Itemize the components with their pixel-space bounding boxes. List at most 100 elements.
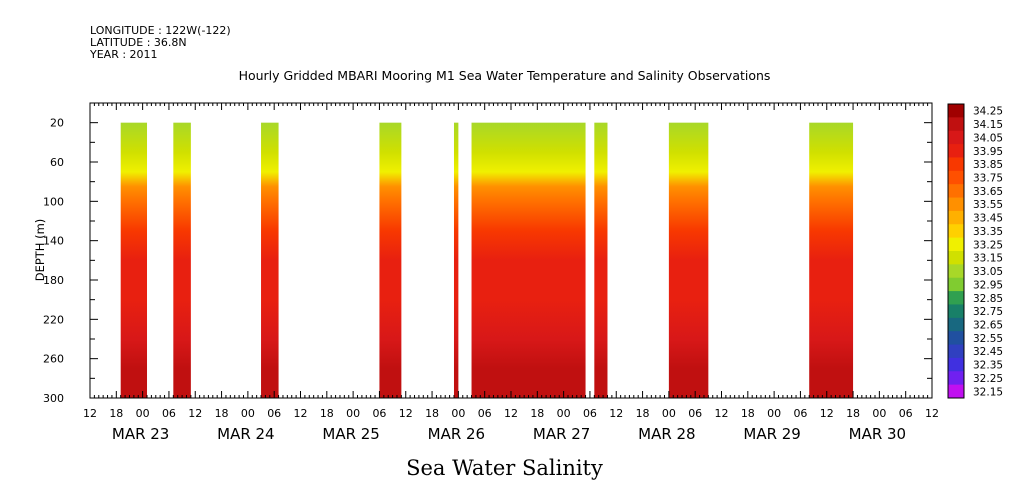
data-segment [453, 122, 459, 399]
y-tick-label: 300 [43, 392, 64, 405]
x-tick-label: 18 [425, 407, 439, 420]
x-tick-label: 06 [162, 407, 176, 420]
colorbar-swatch [948, 277, 964, 292]
colorbar-label: 33.15 [973, 253, 1003, 265]
colorbar-label: 34.15 [973, 119, 1003, 131]
y-tick-label: 260 [43, 353, 64, 366]
y-tick-label: 220 [43, 313, 64, 326]
x-tick-label: 18 [741, 407, 755, 420]
colorbar-label: 32.15 [973, 386, 1003, 398]
x-date-label: MAR 24 [217, 425, 274, 443]
x-tick-label: 12 [820, 407, 834, 420]
x-tick-label: 00 [346, 407, 360, 420]
x-tick-label: 18 [215, 407, 229, 420]
data-layer [120, 122, 854, 399]
colorbar-label: 33.25 [973, 239, 1003, 251]
data-segment [668, 122, 709, 399]
x-date-label: MAR 25 [322, 425, 379, 443]
x-tick-label: 12 [609, 407, 623, 420]
colorbar-swatch [948, 170, 964, 185]
x-tick-label: 06 [267, 407, 281, 420]
x-tick-label: 12 [188, 407, 202, 420]
colorbar-label: 33.05 [973, 266, 1003, 278]
year-label: YEAR : 2011 [90, 48, 158, 61]
data-segment [379, 122, 402, 399]
x-date-label: MAR 30 [849, 425, 906, 443]
x-tick-label: 06 [583, 407, 597, 420]
x-tick-label: 06 [478, 407, 492, 420]
colorbar-swatch [948, 184, 964, 199]
x-tick-label: 12 [83, 407, 97, 420]
x-tick-label: 00 [872, 407, 886, 420]
colorbar-swatch [948, 384, 964, 399]
colorbar-label: 32.95 [973, 279, 1003, 291]
x-date-label: MAR 29 [743, 425, 800, 443]
x-tick-label: 06 [372, 407, 386, 420]
colorbar-swatch [948, 157, 964, 172]
chart-title: Hourly Gridded MBARI Mooring M1 Sea Wate… [238, 68, 771, 83]
x-tick-label: 18 [109, 407, 123, 420]
colorbar-swatch [948, 317, 964, 332]
colorbar-label: 32.65 [973, 320, 1003, 332]
data-segment [471, 122, 586, 399]
x-tick-label: 12 [294, 407, 308, 420]
colorbar-label: 32.25 [973, 373, 1003, 385]
colorbar-label: 33.95 [973, 146, 1003, 158]
x-tick-label: 18 [636, 407, 650, 420]
colorbar-label: 33.55 [973, 199, 1003, 211]
colorbar-swatch [948, 371, 964, 386]
x-tick-label: 00 [241, 407, 255, 420]
x-tick-label: 00 [767, 407, 781, 420]
y-tick-label: 20 [50, 117, 64, 130]
y-tick-label: 140 [43, 235, 64, 248]
colorbar-label: 33.45 [973, 213, 1003, 225]
axis-layer: 20 60 100 140 180 220 260 300 DEPTH (m) 12 18 00 06 1… [33, 102, 939, 443]
x-date-label: MAR 28 [638, 425, 695, 443]
x-tick-label: 12 [925, 407, 939, 420]
x-tick-label: 00 [662, 407, 676, 420]
x-tick-label: 06 [899, 407, 913, 420]
colorbar-swatch [948, 251, 964, 265]
colorbar-label: 34.05 [973, 132, 1003, 144]
colorbar-swatch [948, 144, 964, 158]
colorbar-swatch [948, 357, 964, 372]
colorbar-swatch [948, 130, 964, 145]
colorbar-label: 34.25 [973, 106, 1003, 118]
x-tick-label: 12 [399, 407, 413, 420]
colorbar-label: 33.75 [973, 173, 1003, 185]
longitude-label: LONGITUDE : 122W(-122) [90, 24, 231, 37]
colorbar-swatch [948, 104, 964, 118]
colorbar-label: 33.35 [973, 226, 1003, 238]
y-tick-label: 100 [43, 195, 64, 208]
colorbar-label: 33.65 [973, 186, 1003, 198]
x-tick-label: 12 [504, 407, 518, 420]
x-tick-label: 00 [451, 407, 465, 420]
colorbar-swatch [948, 197, 964, 212]
colorbar-label: 32.45 [973, 346, 1003, 358]
x-tick-label: 18 [320, 407, 334, 420]
x-tick-label: 00 [136, 407, 150, 420]
colorbar-swatch [948, 224, 964, 239]
y-tick-label: 60 [50, 156, 64, 169]
colorbar-frame [947, 103, 965, 399]
colorbar-swatch [948, 117, 964, 132]
data-segment [809, 122, 854, 399]
x-date-label: MAR 23 [112, 425, 169, 443]
colorbar-label: 33.85 [973, 159, 1003, 171]
y-tick-label: 180 [43, 274, 64, 287]
x-date-label: MAR 27 [533, 425, 590, 443]
x-tick-label: 06 [793, 407, 807, 420]
colorbar-label: 32.55 [973, 333, 1003, 345]
x-tick-label: 18 [846, 407, 860, 420]
colorbar-swatch [948, 331, 964, 346]
colorbar-swatch [948, 304, 964, 319]
colorbar-label: 32.35 [973, 360, 1003, 372]
colorbar-swatch [948, 210, 964, 225]
x-tick-label: 06 [688, 407, 702, 420]
colorbar-swatch [948, 291, 964, 305]
latitude-label: LATITUDE : 36.8N [90, 36, 187, 49]
colorbar-swatch [948, 237, 964, 252]
colorbar-label: 32.75 [973, 306, 1003, 318]
